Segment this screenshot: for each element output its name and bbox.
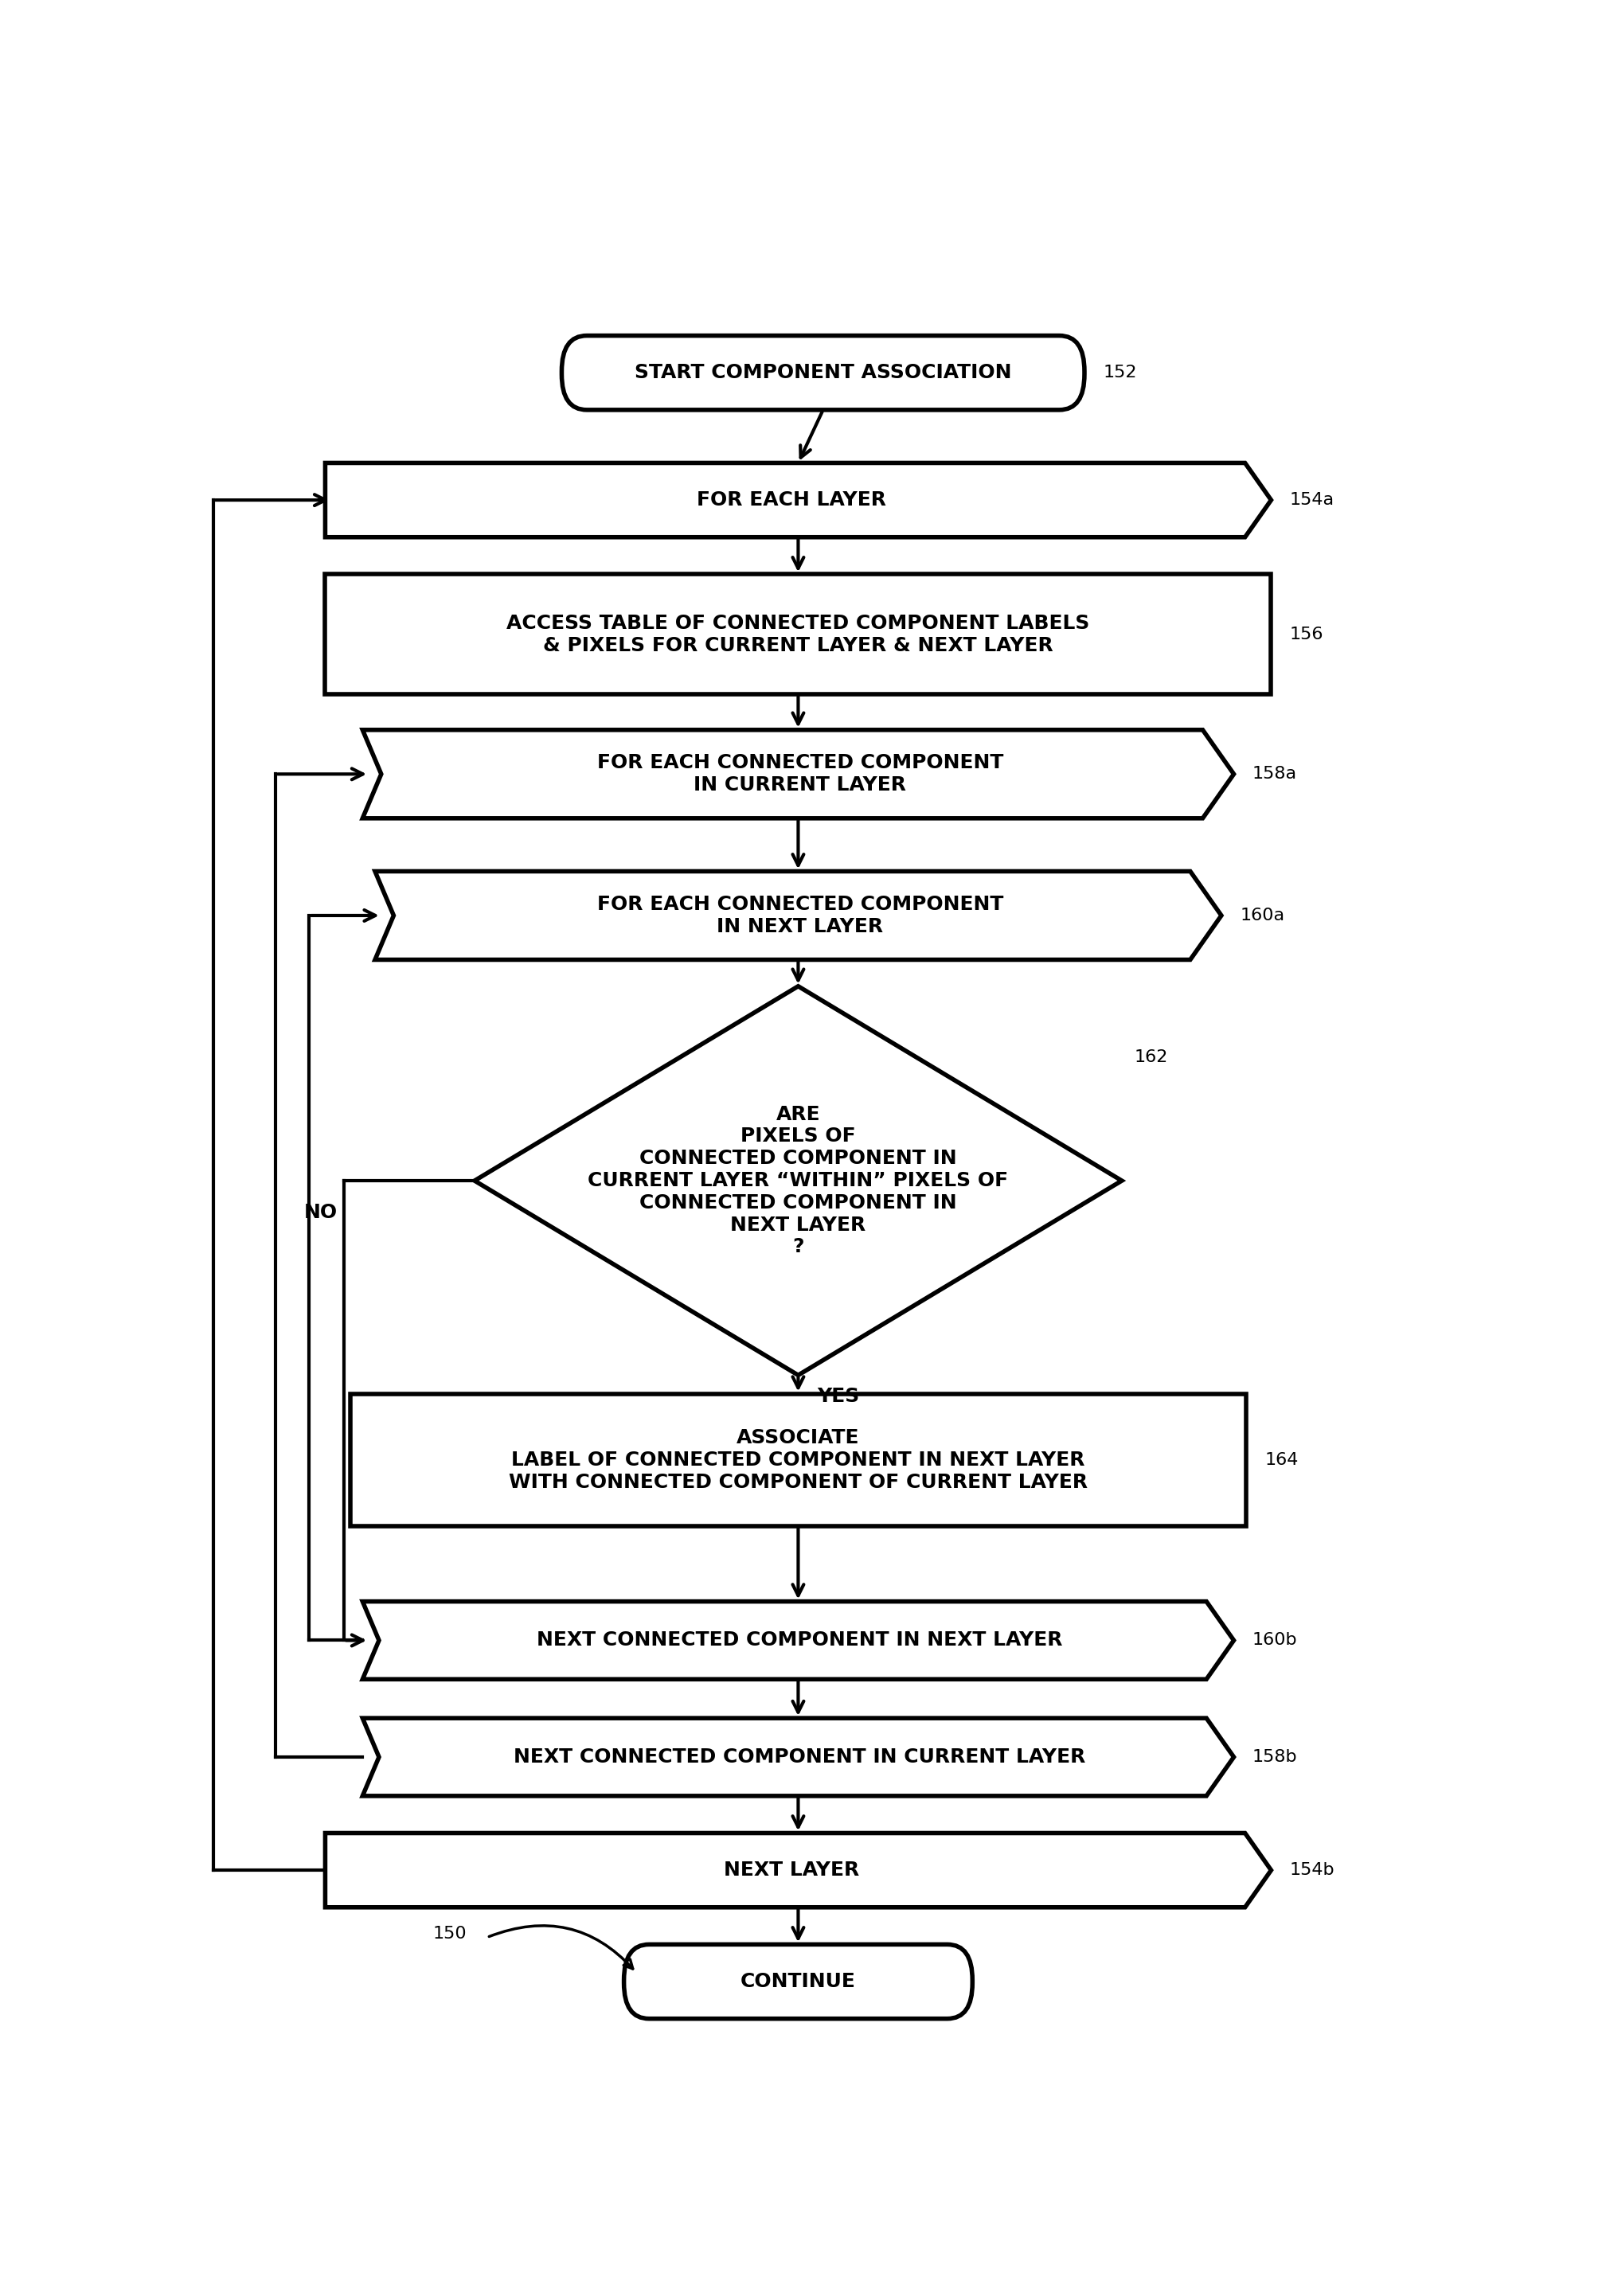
Text: NO: NO	[304, 1203, 337, 1221]
Text: NEXT CONNECTED COMPONENT IN CURRENT LAYER: NEXT CONNECTED COMPONENT IN CURRENT LAYE…	[514, 1747, 1086, 1766]
Text: 164: 164	[1266, 1451, 1299, 1467]
FancyBboxPatch shape	[350, 1394, 1246, 1527]
FancyBboxPatch shape	[562, 335, 1084, 411]
Text: ARE
PIXELS OF
CONNECTED COMPONENT IN
CURRENT LAYER “WITHIN” PIXELS OF
CONNECTED : ARE PIXELS OF CONNECTED COMPONENT IN CUR…	[588, 1104, 1009, 1256]
Text: 154a: 154a	[1290, 491, 1335, 507]
Polygon shape	[324, 1832, 1272, 1908]
Polygon shape	[324, 464, 1272, 537]
Polygon shape	[363, 1603, 1233, 1678]
Text: START COMPONENT ASSOCIATION: START COMPONENT ASSOCIATION	[634, 363, 1012, 383]
Text: 160a: 160a	[1240, 907, 1285, 923]
Text: ACCESS TABLE OF CONNECTED COMPONENT LABELS
& PIXELS FOR CURRENT LAYER & NEXT LAY: ACCESS TABLE OF CONNECTED COMPONENT LABE…	[506, 613, 1090, 654]
FancyBboxPatch shape	[324, 574, 1272, 693]
Text: 160b: 160b	[1253, 1632, 1298, 1649]
Text: YES: YES	[817, 1387, 859, 1405]
Text: 158a: 158a	[1253, 767, 1298, 783]
Text: 158b: 158b	[1253, 1750, 1298, 1766]
Text: CONTINUE: CONTINUE	[740, 1972, 856, 1991]
Text: ASSOCIATE
LABEL OF CONNECTED COMPONENT IN NEXT LAYER
WITH CONNECTED COMPONENT OF: ASSOCIATE LABEL OF CONNECTED COMPONENT I…	[509, 1428, 1087, 1492]
Text: NEXT CONNECTED COMPONENT IN NEXT LAYER: NEXT CONNECTED COMPONENT IN NEXT LAYER	[536, 1630, 1063, 1651]
Text: FOR EACH CONNECTED COMPONENT
IN NEXT LAYER: FOR EACH CONNECTED COMPONENT IN NEXT LAY…	[597, 895, 1004, 937]
Polygon shape	[363, 1717, 1233, 1795]
Text: FOR EACH CONNECTED COMPONENT
IN CURRENT LAYER: FOR EACH CONNECTED COMPONENT IN CURRENT …	[597, 753, 1004, 794]
Text: 150: 150	[432, 1926, 467, 1942]
FancyBboxPatch shape	[623, 1945, 973, 2018]
Text: 152: 152	[1103, 365, 1137, 381]
Text: 154b: 154b	[1290, 1862, 1335, 1878]
Polygon shape	[374, 870, 1222, 960]
Text: NEXT LAYER: NEXT LAYER	[724, 1860, 859, 1880]
Text: 162: 162	[1134, 1049, 1168, 1065]
Polygon shape	[363, 730, 1233, 817]
Polygon shape	[475, 987, 1121, 1375]
Text: FOR EACH LAYER: FOR EACH LAYER	[697, 491, 887, 510]
Text: 156: 156	[1290, 627, 1323, 643]
